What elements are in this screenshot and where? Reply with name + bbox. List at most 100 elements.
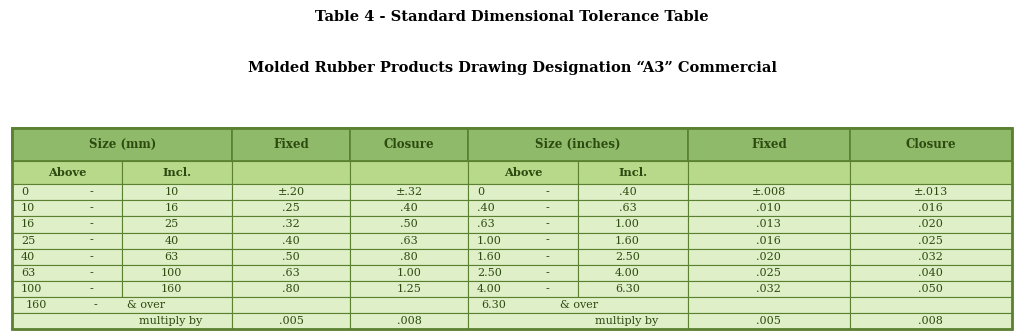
Text: 40: 40 [22, 252, 36, 262]
Text: -: - [89, 187, 93, 197]
Bar [468, 161, 578, 184]
Text: 1.00: 1.00 [615, 219, 640, 229]
Bar [850, 184, 1012, 200]
Bar [350, 161, 468, 184]
Text: 160: 160 [161, 284, 182, 294]
Text: .25: .25 [283, 203, 300, 213]
Text: -: - [546, 187, 549, 197]
Bar [850, 313, 1012, 329]
Text: .63: .63 [477, 219, 495, 229]
Bar [578, 200, 688, 216]
Bar [468, 200, 578, 216]
Bar [12, 233, 122, 249]
Bar [12, 184, 122, 200]
Text: .50: .50 [400, 219, 418, 229]
Text: 1.25: 1.25 [396, 284, 422, 294]
Bar [350, 200, 468, 216]
Bar [12, 313, 232, 329]
Bar [688, 233, 850, 249]
Bar [122, 200, 232, 216]
Bar [232, 128, 350, 161]
Text: & over: & over [560, 300, 598, 310]
Bar [578, 216, 688, 233]
Bar [850, 297, 1012, 313]
Bar [688, 128, 850, 161]
Text: 2.50: 2.50 [477, 268, 502, 278]
Bar [688, 200, 850, 216]
Bar [688, 313, 850, 329]
Text: .80: .80 [283, 284, 300, 294]
Text: Closure: Closure [905, 138, 956, 151]
Bar [350, 249, 468, 265]
Text: Above: Above [48, 167, 86, 178]
Text: .005: .005 [757, 316, 781, 326]
Text: -: - [89, 284, 93, 294]
Bar [232, 297, 350, 313]
Text: .020: .020 [757, 252, 781, 262]
Text: Size (inches): Size (inches) [536, 138, 621, 151]
Text: .32: .32 [283, 219, 300, 229]
Bar [850, 161, 1012, 184]
Text: .020: .020 [919, 219, 943, 229]
Bar [468, 313, 688, 329]
Bar [12, 297, 232, 313]
Text: 25: 25 [22, 236, 36, 246]
Bar [232, 249, 350, 265]
Text: -: - [89, 219, 93, 229]
Text: .63: .63 [283, 268, 300, 278]
Text: 10: 10 [22, 203, 36, 213]
Text: & over: & over [127, 300, 165, 310]
Text: 1.00: 1.00 [477, 236, 502, 246]
Text: 6.30: 6.30 [615, 284, 640, 294]
Text: .40: .40 [477, 203, 495, 213]
Bar [232, 200, 350, 216]
Bar [688, 265, 850, 281]
Text: .010: .010 [757, 203, 781, 213]
Text: ±.008: ±.008 [752, 187, 786, 197]
Text: 4.00: 4.00 [477, 284, 502, 294]
Text: multiply by: multiply by [139, 316, 202, 326]
Bar [850, 200, 1012, 216]
Text: .032: .032 [919, 252, 943, 262]
Bar [122, 265, 232, 281]
Text: .40: .40 [618, 187, 636, 197]
Text: -: - [89, 252, 93, 262]
Text: .050: .050 [919, 284, 943, 294]
Text: 63: 63 [165, 252, 179, 262]
Bar [12, 249, 122, 265]
Bar [850, 216, 1012, 233]
Text: .025: .025 [757, 268, 781, 278]
Bar [688, 249, 850, 265]
Bar [468, 128, 688, 161]
Bar [350, 265, 468, 281]
Bar [232, 313, 350, 329]
Bar [468, 297, 688, 313]
Text: Closure: Closure [384, 138, 434, 151]
Bar [688, 161, 850, 184]
Text: .025: .025 [919, 236, 943, 246]
Text: Size (mm): Size (mm) [89, 138, 156, 151]
Text: .016: .016 [757, 236, 781, 246]
Bar [688, 216, 850, 233]
Text: 10: 10 [165, 187, 179, 197]
Text: 25: 25 [165, 219, 179, 229]
Bar [578, 161, 688, 184]
Bar [468, 184, 578, 200]
Bar [350, 297, 468, 313]
Text: -: - [546, 252, 549, 262]
Text: Fixed: Fixed [273, 138, 309, 151]
Text: 2.50: 2.50 [615, 252, 640, 262]
Bar [578, 281, 688, 297]
Text: .040: .040 [919, 268, 943, 278]
Bar [12, 281, 122, 297]
Text: 16: 16 [22, 219, 36, 229]
Text: -: - [546, 203, 549, 213]
Bar [468, 233, 578, 249]
Text: 100: 100 [161, 268, 182, 278]
Bar [12, 128, 232, 161]
Text: .008: .008 [919, 316, 943, 326]
Bar [578, 233, 688, 249]
Text: 1.60: 1.60 [615, 236, 640, 246]
Text: Incl.: Incl. [163, 167, 191, 178]
Text: -: - [89, 203, 93, 213]
